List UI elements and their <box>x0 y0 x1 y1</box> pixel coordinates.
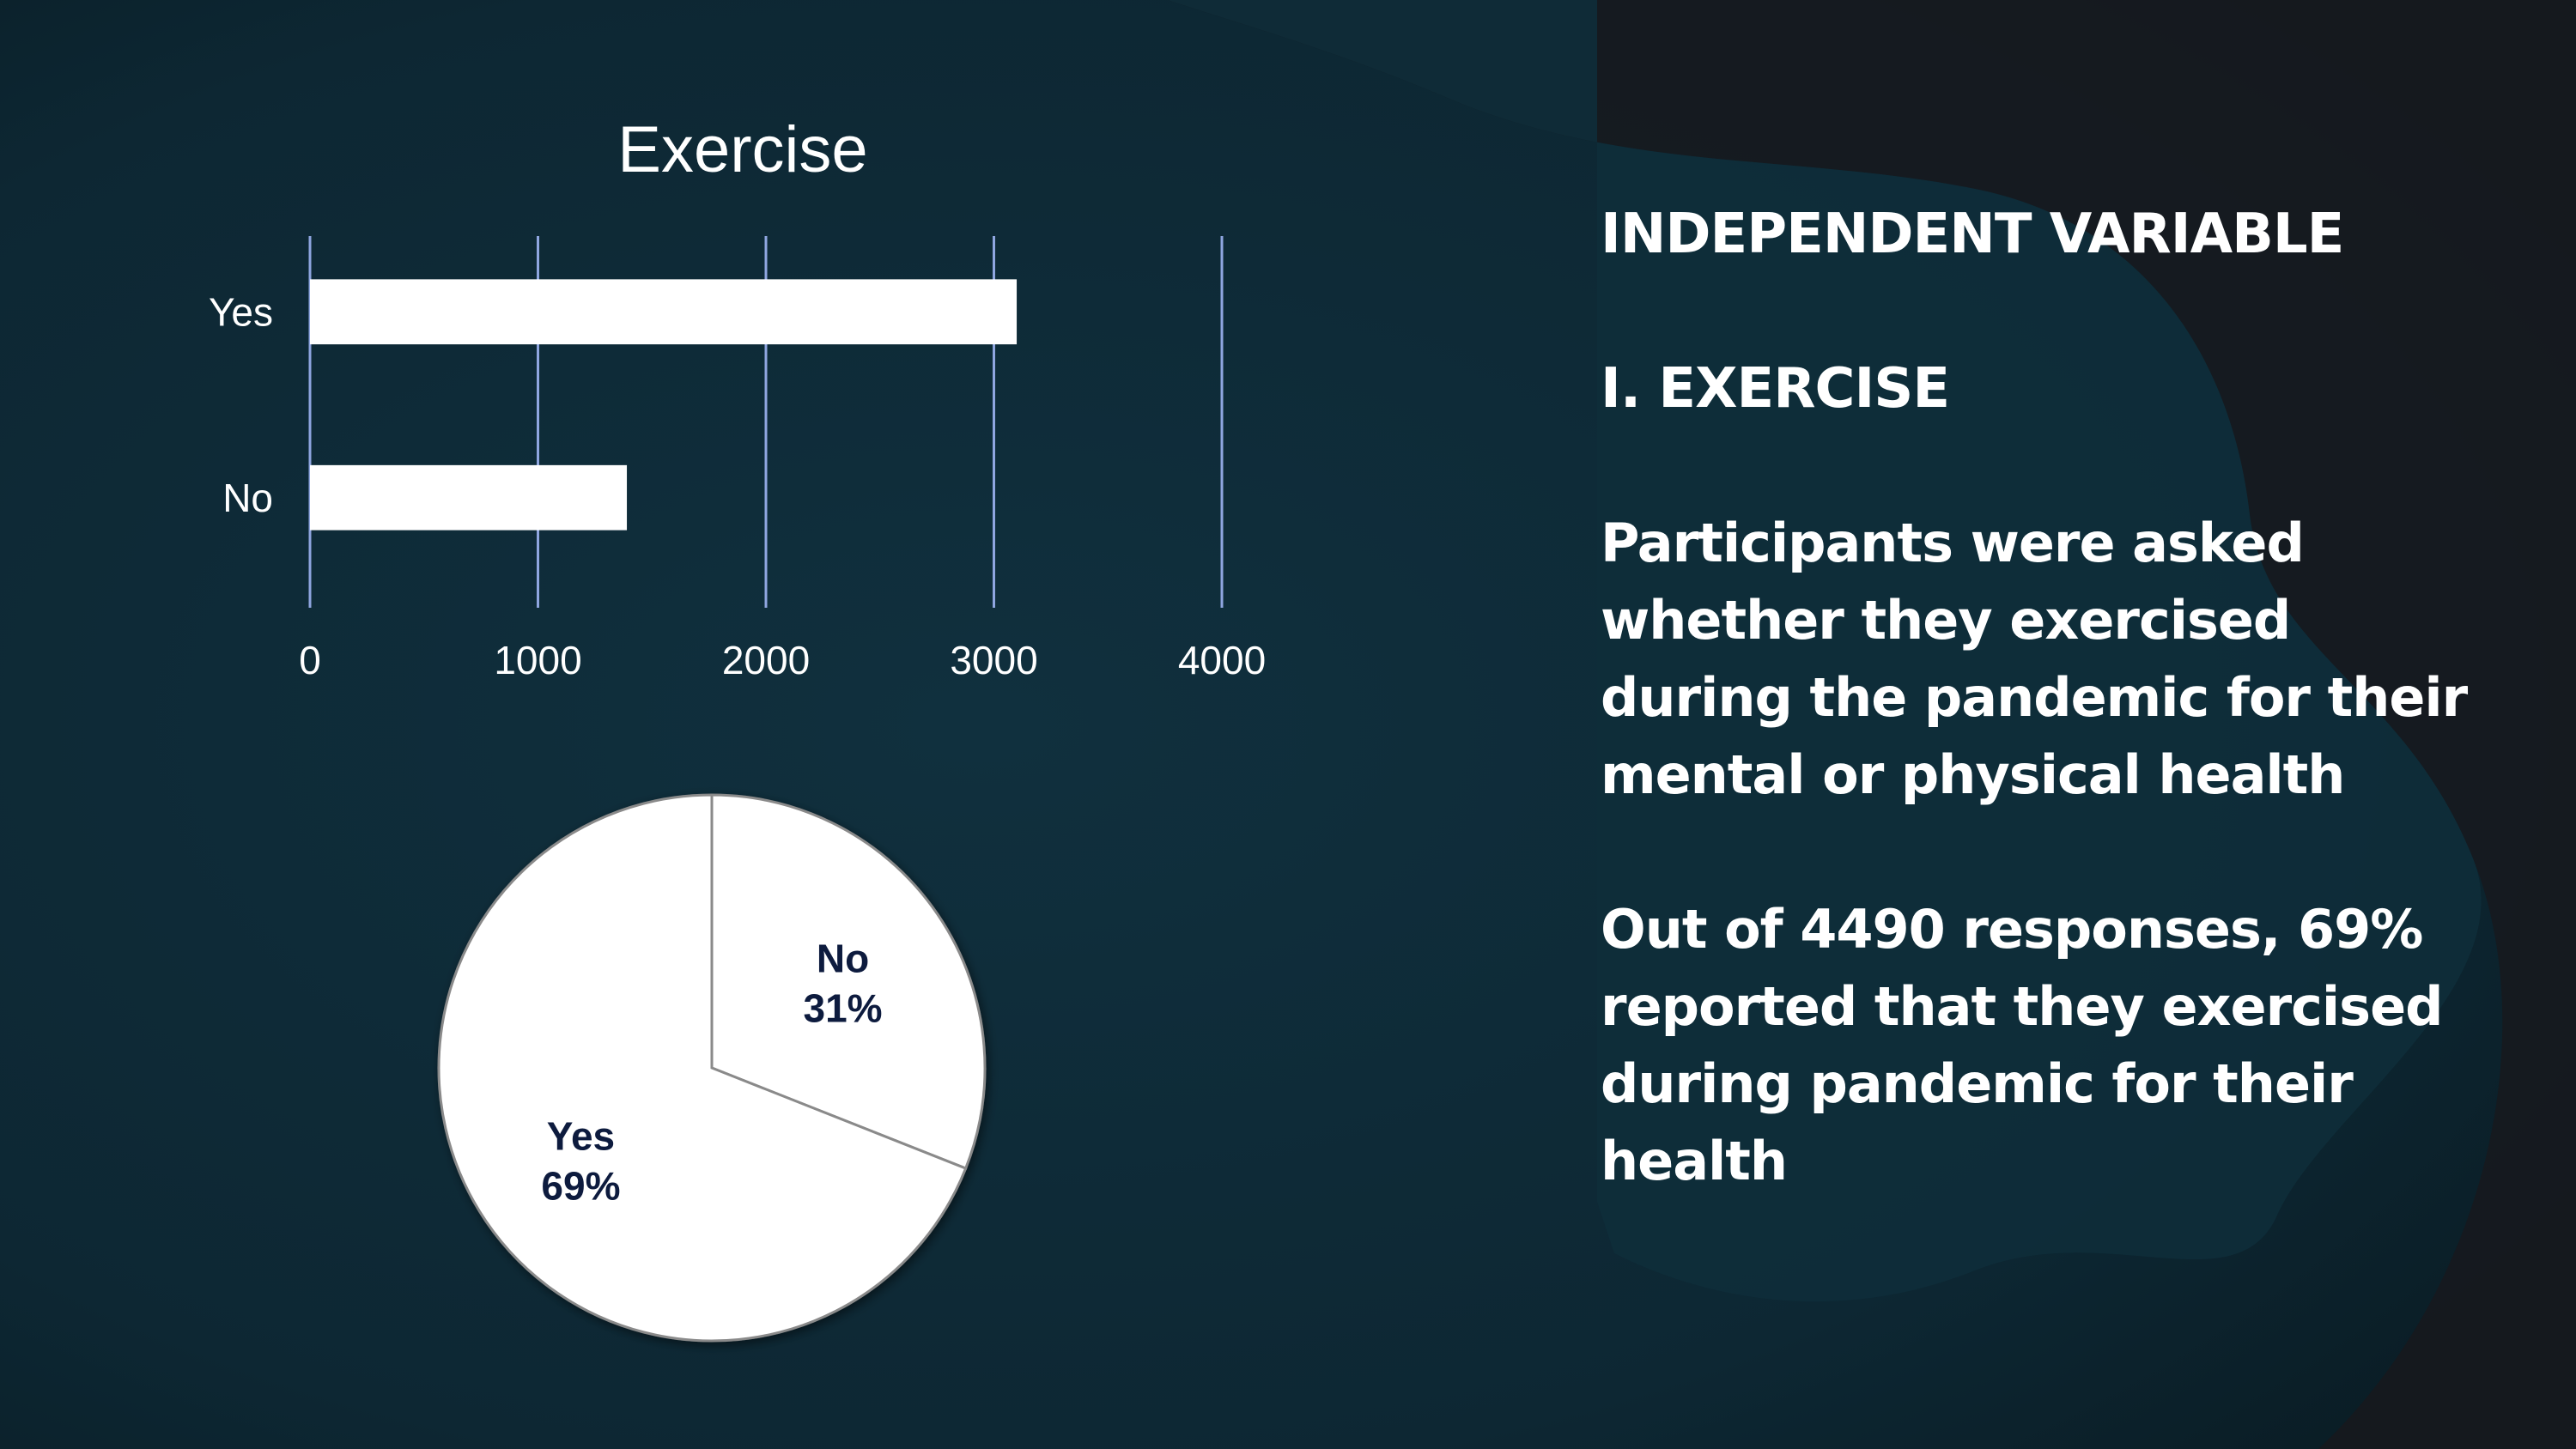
bar-chart-title: Exercise <box>617 113 867 186</box>
teal-blob-shape <box>1168 0 2482 1302</box>
bar-chart-category-labels: Yes No <box>209 289 273 520</box>
x-tick-label: 1000 <box>494 638 581 682</box>
pie-slice-percent: 69% <box>541 1164 620 1209</box>
x-tick-label: 2000 <box>722 638 810 682</box>
bar-chart-bars <box>310 279 1018 530</box>
pie-slice-no <box>710 793 987 1171</box>
description-panel: INDEPENDENT VARIABLE I. EXERCISE Partici… <box>1601 196 2494 1277</box>
question-description: Participants were asked whether they exe… <box>1601 512 2468 806</box>
bar-no <box>310 464 628 530</box>
x-tick-label: 3000 <box>950 638 1037 682</box>
x-tick-label: 0 <box>299 638 321 682</box>
pie-slice-label: Yes <box>547 1114 615 1159</box>
category-label: Yes <box>209 289 273 334</box>
bar-chart-x-tick-labels: 0 1000 2000 3000 4000 <box>299 638 1266 682</box>
pie-slice-percent: 31% <box>804 985 883 1030</box>
pie-slice-yes <box>437 793 968 1343</box>
variable-heading: I. EXERCISE <box>1601 357 1950 421</box>
pie-chart <box>437 793 987 1343</box>
category-label: No <box>222 476 273 520</box>
dark-corner-shape <box>1168 0 2576 1449</box>
pie-chart-labels: No 31% Yes 69% <box>541 936 882 1208</box>
bar-yes <box>310 279 1018 345</box>
section-heading: INDEPENDENT VARIABLE <box>1601 203 2344 266</box>
result-summary: Out of 4490 responses, 69% reported that… <box>1601 898 2444 1192</box>
x-tick-label: 4000 <box>1178 638 1266 682</box>
pie-slice-label: No <box>817 936 869 980</box>
